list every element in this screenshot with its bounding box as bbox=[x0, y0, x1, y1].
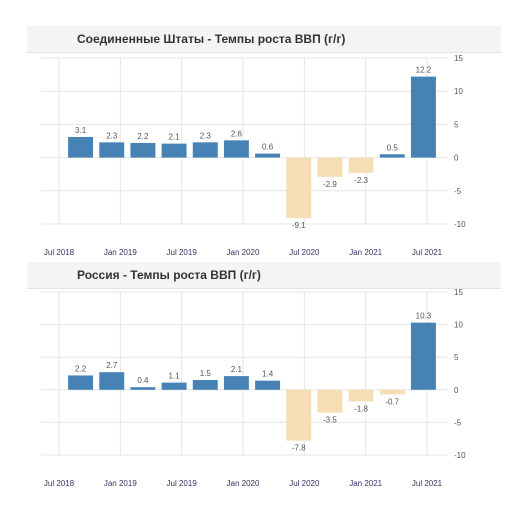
bar bbox=[130, 387, 156, 390]
bar bbox=[348, 157, 374, 173]
bar bbox=[223, 140, 249, 158]
data-label: 1.5 bbox=[200, 369, 212, 378]
data-label: 2.1 bbox=[231, 365, 243, 374]
data-label: -3.5 bbox=[323, 416, 337, 425]
data-label: 10.3 bbox=[416, 312, 432, 321]
bar bbox=[286, 157, 312, 219]
x-tick-label: Jan 2020 bbox=[227, 479, 260, 488]
data-label: 2.3 bbox=[106, 131, 118, 140]
bar bbox=[130, 142, 156, 158]
x-tick-label: Jan 2019 bbox=[104, 479, 137, 488]
bar bbox=[68, 375, 94, 390]
y-tick-label: 10 bbox=[454, 321, 463, 330]
data-label: 0.4 bbox=[137, 376, 149, 385]
data-label: 1.4 bbox=[262, 370, 274, 379]
bar bbox=[410, 76, 436, 158]
chart-title-bar: Россия - Темпы роста ВВП (г/г) bbox=[27, 262, 501, 289]
data-label: 3.1 bbox=[75, 126, 87, 135]
x-tick-label: Jul 2021 bbox=[412, 248, 443, 257]
chart-title-bar: Соединенные Штаты - Темпы роста ВВП (г/г… bbox=[27, 26, 501, 53]
data-label: 2.7 bbox=[106, 361, 118, 370]
bar bbox=[99, 142, 125, 158]
bar bbox=[161, 143, 187, 158]
bar bbox=[317, 157, 343, 177]
x-tick-label: Jul 2021 bbox=[412, 479, 443, 488]
y-tick-label: 5 bbox=[454, 353, 459, 362]
chart-title: Россия - Темпы роста ВВП (г/г) bbox=[77, 268, 261, 282]
y-tick-label: 0 bbox=[454, 386, 459, 395]
y-tick-label: 15 bbox=[454, 54, 463, 63]
data-label: 0.5 bbox=[387, 143, 399, 152]
bar bbox=[379, 154, 405, 158]
bar bbox=[255, 380, 281, 390]
bar bbox=[348, 389, 374, 402]
data-label: -2.3 bbox=[354, 176, 368, 185]
data-label: 2.2 bbox=[75, 364, 87, 373]
bar bbox=[317, 389, 343, 413]
y-tick-label: -5 bbox=[454, 187, 462, 196]
bar bbox=[410, 322, 436, 390]
chart-panel-russia: Россия - Темпы роста ВВП (г/г) 15 10 5 0 -5 -… bbox=[27, 262, 501, 494]
bar bbox=[68, 137, 94, 158]
x-tick-label: Jan 2021 bbox=[349, 248, 382, 257]
data-label: 2.3 bbox=[200, 131, 212, 140]
data-label: -9.1 bbox=[292, 221, 306, 230]
y-tick-label: 10 bbox=[454, 87, 463, 96]
x-tick-label: Jan 2021 bbox=[349, 479, 382, 488]
data-label: -1.8 bbox=[354, 405, 368, 414]
bar-chart-us: 15 10 5 0 -5 -10 Jul 2018 Jan 2019 Jul 2019 Jan 2… bbox=[41, 54, 466, 257]
bar bbox=[255, 153, 281, 158]
bar bbox=[192, 142, 218, 158]
x-tick-label: Jul 2020 bbox=[289, 248, 320, 257]
bar bbox=[286, 389, 312, 441]
y-tick-label: 0 bbox=[454, 154, 459, 163]
data-label: -7.8 bbox=[292, 444, 306, 453]
chart-title: Соединенные Штаты - Темпы роста ВВП (г/г… bbox=[77, 32, 346, 46]
x-tick-label: Jul 2019 bbox=[167, 479, 198, 488]
y-tick-label: 15 bbox=[454, 288, 463, 297]
x-tick-label: Jul 2018 bbox=[44, 479, 75, 488]
data-label: -0.7 bbox=[385, 397, 399, 406]
data-label: 2.6 bbox=[231, 129, 243, 138]
chart-panel-us: Соединенные Штаты - Темпы роста ВВП (г/г… bbox=[27, 26, 501, 260]
y-tick-label: -5 bbox=[454, 418, 462, 427]
x-tick-label: Jul 2019 bbox=[167, 248, 198, 257]
y-tick-label: -10 bbox=[454, 451, 466, 460]
y-tick-label: 5 bbox=[454, 120, 459, 129]
data-label: -2.9 bbox=[323, 180, 337, 189]
bar bbox=[99, 372, 125, 390]
y-tick-label: -10 bbox=[454, 220, 466, 229]
x-tick-label: Jan 2019 bbox=[104, 248, 137, 257]
data-label: 12.2 bbox=[416, 66, 432, 75]
x-tick-label: Jan 2020 bbox=[227, 248, 260, 257]
data-label: 1.1 bbox=[169, 372, 181, 381]
bar bbox=[379, 389, 405, 395]
bar bbox=[161, 382, 187, 390]
data-label: 0.6 bbox=[262, 143, 274, 152]
data-label: 2.1 bbox=[169, 133, 181, 142]
bar bbox=[223, 376, 249, 390]
x-tick-label: Jul 2018 bbox=[44, 248, 75, 257]
bar bbox=[192, 380, 218, 390]
x-tick-label: Jul 2020 bbox=[289, 479, 320, 488]
data-label: 2.2 bbox=[137, 132, 149, 141]
bar-chart-russia: 15 10 5 0 -5 -10 Jul 2018 Jan 2019 Jul 2019 Jan 2… bbox=[41, 288, 466, 488]
